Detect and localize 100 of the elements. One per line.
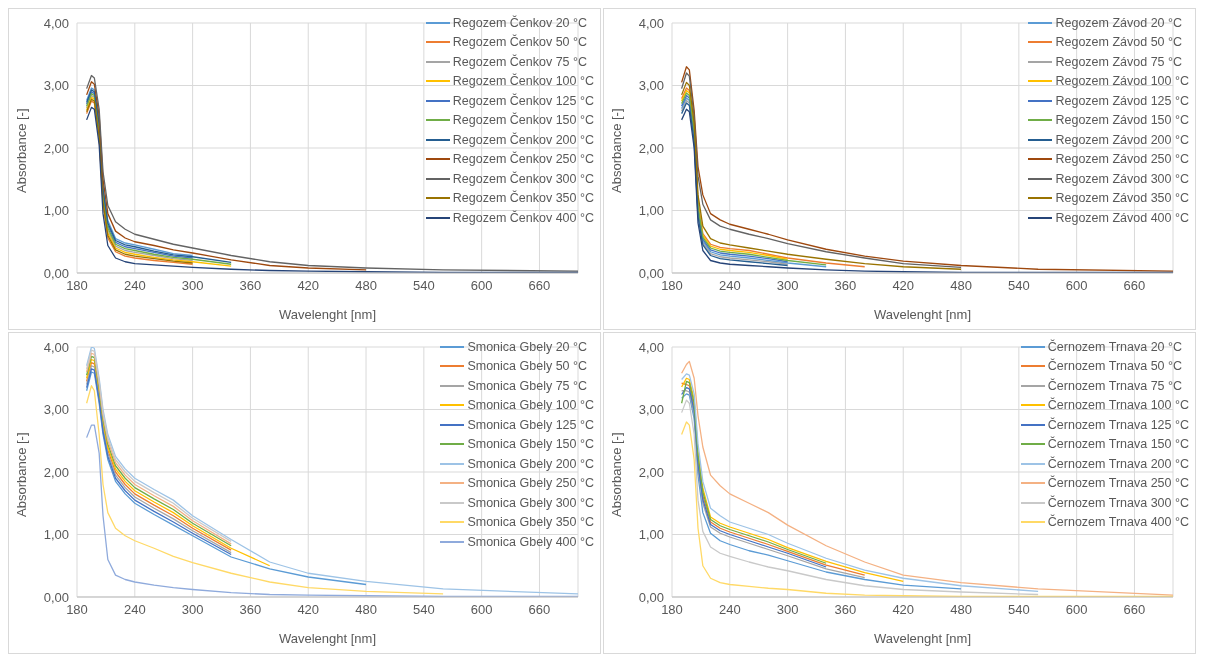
x-tick-label: 660 — [1123, 278, 1146, 294]
y-axis-title: Absorbance [-] — [13, 108, 29, 193]
legend-label: Regozem Čenkov 50 °C — [452, 35, 588, 50]
legend-label: Regozem Závod 200 °C — [1055, 132, 1189, 147]
x-tick-label: 240 — [718, 602, 741, 618]
legend-label: Černozem Trnava 150 °C — [1047, 437, 1189, 452]
legend-label: Regozem Závod 20 °C — [1055, 15, 1183, 30]
y-axis-title: Absorbance [-] — [608, 108, 624, 193]
x-tick-label: 240 — [123, 278, 146, 294]
y-tick-label: 2,00 — [43, 464, 69, 480]
y-tick-label: 4,00 — [43, 15, 69, 31]
y-tick-label: 1,00 — [43, 527, 69, 543]
x-tick-label: 180 — [66, 278, 88, 294]
y-tick-label: 0,00 — [638, 589, 664, 605]
x-tick-label: 420 — [892, 602, 915, 618]
x-tick-label: 480 — [950, 602, 972, 618]
x-tick-label: 300 — [181, 602, 204, 618]
x-tick-label: 240 — [718, 278, 741, 294]
legend-label: Černozem Trnava 50 °C — [1047, 359, 1183, 374]
legend-label: Regozem Čenkov 125 °C — [452, 93, 594, 108]
y-tick-label: 0,00 — [43, 589, 69, 605]
legend-label: Regozem Závod 100 °C — [1055, 74, 1189, 89]
legend-label: Smonica Gbely 150 °C — [467, 437, 594, 452]
y-tick-label: 2,00 — [43, 140, 69, 156]
legend-label: Regozem Závod 150 °C — [1055, 113, 1189, 128]
x-tick-label: 300 — [181, 278, 204, 294]
x-tick-label: 420 — [297, 278, 320, 294]
legend-label: Regozem Závod 125 °C — [1055, 93, 1189, 108]
y-tick-label: 2,00 — [638, 140, 664, 156]
legend-label: Černozem Trnava 200 °C — [1047, 456, 1189, 471]
x-tick-label: 360 — [834, 602, 857, 618]
legend-label: Smonica Gbely 20 °C — [467, 339, 588, 354]
x-tick-label: 240 — [123, 602, 146, 618]
x-tick-label: 420 — [297, 602, 320, 618]
x-tick-label: 600 — [470, 602, 493, 618]
legend-label: Regozem Čenkov 150 °C — [452, 113, 594, 128]
legend-label: Smonica Gbely 400 °C — [467, 534, 594, 549]
y-tick-label: 3,00 — [43, 78, 69, 94]
legend-label: Smonica Gbely 250 °C — [467, 476, 594, 491]
legend-label: Smonica Gbely 350 °C — [467, 515, 594, 530]
legend-label: Regozem Závod 75 °C — [1055, 54, 1183, 69]
x-tick-label: 360 — [834, 278, 857, 294]
legend-label: Regozem Čenkov 250 °C — [452, 152, 594, 167]
x-axis-title: Wavelenght [nm] — [873, 307, 972, 322]
y-tick-label: 4,00 — [638, 15, 664, 31]
legend-label: Regozem Čenkov 200 °C — [452, 132, 594, 147]
legend-label: Regozem Čenkov 400 °C — [452, 210, 594, 225]
x-tick-label: 480 — [950, 278, 972, 294]
x-tick-label: 180 — [661, 602, 683, 618]
x-tick-label: 360 — [239, 602, 262, 618]
legend-label: Regozem Závod 300 °C — [1055, 171, 1189, 186]
x-tick-label: 540 — [1007, 278, 1030, 294]
y-tick-label: 1,00 — [43, 203, 69, 219]
legend-label: Regozem Závod 50 °C — [1055, 35, 1183, 50]
x-tick-label: 480 — [355, 602, 377, 618]
legend-label: Smonica Gbely 300 °C — [467, 495, 594, 510]
legend-label: Smonica Gbely 100 °C — [467, 398, 594, 413]
y-axis-title: Absorbance [-] — [13, 432, 29, 517]
legend-label: Černozem Trnava 300 °C — [1047, 495, 1189, 510]
legend-label: Černozem Trnava 75 °C — [1047, 378, 1183, 393]
y-tick-label: 0,00 — [638, 265, 664, 281]
x-tick-label: 300 — [776, 278, 799, 294]
x-tick-label: 660 — [528, 278, 551, 294]
legend-label: Černozem Trnava 20 °C — [1047, 339, 1183, 354]
x-tick-label: 180 — [66, 602, 88, 618]
legend-label: Regozem Čenkov 100 °C — [452, 74, 594, 89]
legend-label: Smonica Gbely 200 °C — [467, 456, 594, 471]
x-tick-label: 540 — [1007, 602, 1030, 618]
legend-label: Regozem Závod 250 °C — [1055, 152, 1189, 167]
x-tick-label: 540 — [412, 602, 435, 618]
legend-label: Černozem Trnava 100 °C — [1047, 398, 1189, 413]
x-tick-label: 540 — [412, 278, 435, 294]
legend-label: Regozem Čenkov 300 °C — [452, 171, 594, 186]
y-tick-label: 1,00 — [638, 527, 664, 543]
x-tick-label: 660 — [528, 602, 551, 618]
y-tick-label: 0,00 — [43, 265, 69, 281]
legend-label: Smonica Gbely 75 °C — [467, 378, 588, 393]
x-axis-title: Wavelenght [nm] — [278, 631, 377, 646]
legend-label: Regozem Čenkov 75 °C — [452, 54, 588, 69]
x-tick-label: 660 — [1123, 602, 1146, 618]
x-tick-label: 600 — [470, 278, 493, 294]
x-axis-title: Wavelenght [nm] — [873, 631, 972, 646]
y-tick-label: 1,00 — [638, 203, 664, 219]
y-tick-label: 2,00 — [638, 464, 664, 480]
x-tick-label: 360 — [239, 278, 262, 294]
x-tick-label: 480 — [355, 278, 377, 294]
legend-label: Smonica Gbely 50 °C — [467, 359, 588, 374]
legend-label: Regozem Závod 400 °C — [1055, 210, 1189, 225]
legend-label: Černozem Trnava 125 °C — [1047, 417, 1189, 432]
y-tick-label: 3,00 — [638, 402, 664, 418]
legend-label: Černozem Trnava 400 °C — [1047, 515, 1189, 530]
x-tick-label: 600 — [1065, 278, 1088, 294]
x-tick-label: 180 — [661, 278, 683, 294]
legend-label: Černozem Trnava 250 °C — [1047, 476, 1189, 491]
legend-label: Regozem Závod 350 °C — [1055, 191, 1189, 206]
legend-label: Smonica Gbely 125 °C — [467, 417, 594, 432]
y-tick-label: 4,00 — [43, 339, 69, 355]
x-tick-label: 300 — [776, 602, 799, 618]
y-axis-title: Absorbance [-] — [608, 432, 624, 517]
legend-label: Regozem Čenkov 350 °C — [452, 191, 594, 206]
